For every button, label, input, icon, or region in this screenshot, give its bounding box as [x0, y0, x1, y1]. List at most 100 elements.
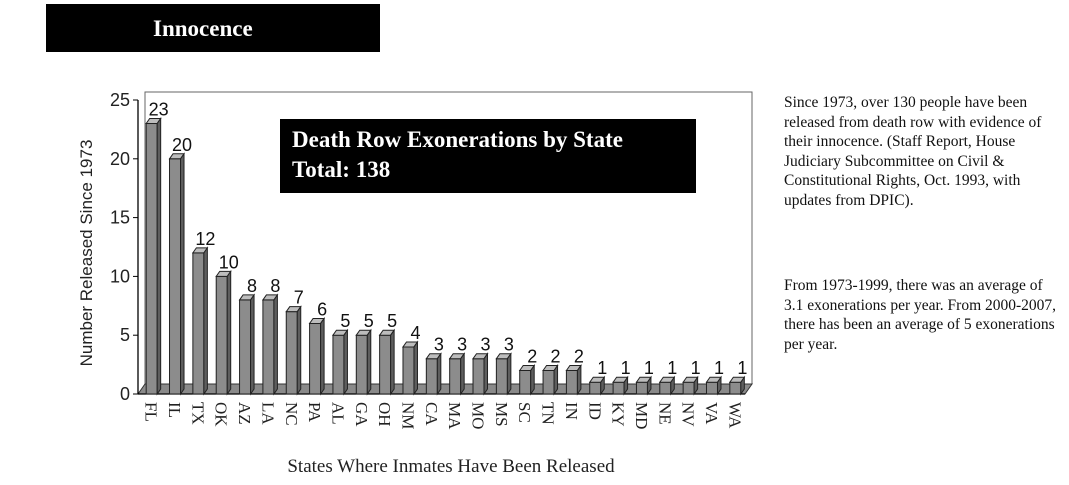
- bar: [612, 375, 629, 396]
- category-label: CA: [422, 402, 441, 426]
- bar-value-label: 5: [364, 311, 374, 331]
- bar-front: [472, 358, 485, 395]
- bar-front: [589, 381, 602, 395]
- bar-front: [262, 299, 275, 395]
- bar-front: [332, 334, 345, 395]
- bar: [168, 152, 185, 396]
- bar: [261, 293, 279, 396]
- bar-side: [623, 375, 629, 396]
- bar: [682, 375, 699, 396]
- bar-value-label: 1: [667, 358, 677, 378]
- category-label: NE: [655, 402, 674, 425]
- category-label: AL: [328, 402, 347, 425]
- y-axis-label: Number Released Since 1973: [77, 140, 96, 367]
- bar-front: [565, 369, 578, 395]
- bar-value-label: 6: [317, 299, 327, 319]
- category-label: LA: [258, 402, 277, 425]
- category-label: NC: [282, 402, 301, 426]
- bar: [238, 293, 256, 396]
- bar-side: [203, 246, 208, 396]
- bar-side: [483, 352, 489, 396]
- bar: [542, 363, 559, 396]
- bar: [191, 246, 209, 396]
- category-label: MA: [445, 402, 464, 430]
- bar: [355, 328, 372, 396]
- category-label: KY: [609, 402, 628, 427]
- category-label: MS: [492, 402, 511, 427]
- bar-front: [379, 334, 392, 395]
- category-label: GA: [352, 402, 371, 427]
- bar-front: [729, 381, 742, 395]
- bar-front: [635, 381, 648, 395]
- bar-front: [355, 334, 368, 395]
- bar: [331, 328, 349, 396]
- bar-side: [436, 352, 442, 396]
- bar-front: [145, 123, 158, 395]
- category-label: AZ: [235, 402, 254, 425]
- bar-front: [659, 381, 672, 395]
- category-label: PA: [305, 402, 324, 423]
- bar-value-label: 23: [149, 100, 169, 120]
- bar: [472, 352, 489, 396]
- bar-side: [530, 363, 535, 396]
- bar-front: [192, 252, 205, 395]
- bar-value-label: 1: [621, 358, 631, 378]
- y-tick-label: 5: [120, 325, 130, 345]
- bar-value-label: 3: [481, 335, 491, 355]
- bar-side: [553, 363, 559, 396]
- bar-value-label: 2: [574, 346, 584, 366]
- category-label: FL: [142, 402, 161, 422]
- category-label: NM: [398, 402, 417, 429]
- bar-value-label: 1: [597, 358, 607, 378]
- bar-value-label: 3: [434, 335, 444, 355]
- bar-side: [320, 316, 325, 396]
- bar-front: [495, 358, 508, 395]
- bar-side: [600, 375, 605, 396]
- bar-value-label: 5: [387, 311, 397, 331]
- bar-value-label: 1: [644, 358, 654, 378]
- bar-value-label: 1: [714, 358, 724, 378]
- category-label: IL: [165, 402, 184, 418]
- bar: [402, 340, 419, 396]
- bar-side: [460, 352, 465, 396]
- bar: [635, 375, 652, 396]
- bar-value-label: 12: [195, 229, 215, 249]
- y-tick-label: 25: [110, 90, 130, 110]
- category-label: TX: [188, 402, 207, 425]
- bar-front: [425, 358, 438, 395]
- bar: [588, 375, 606, 396]
- bar-front: [402, 346, 415, 395]
- bar-value-label: 7: [294, 288, 304, 308]
- bar-value-label: 5: [340, 311, 350, 331]
- bar-front: [285, 311, 298, 395]
- bar: [728, 375, 746, 396]
- bar-front: [705, 381, 718, 395]
- bar-value-label: 10: [219, 252, 239, 272]
- category-label: WA: [725, 402, 744, 429]
- bar: [705, 375, 722, 396]
- category-label: VA: [702, 402, 721, 425]
- y-tick-label: 0: [120, 384, 130, 404]
- bar-side: [413, 340, 418, 396]
- bar-value-label: 2: [527, 346, 537, 366]
- bar-side: [576, 363, 582, 396]
- bar-side: [273, 293, 278, 396]
- sidebar-paragraph-1: Since 1973, over 130 people have been re…: [784, 94, 1042, 209]
- bar: [565, 363, 582, 396]
- bar-side: [250, 293, 255, 396]
- bar: [658, 375, 676, 396]
- bar: [448, 352, 466, 396]
- y-tick-label: 20: [110, 149, 130, 169]
- bar-side: [390, 328, 395, 396]
- category-label: SC: [515, 402, 534, 423]
- bar-side: [226, 269, 232, 396]
- bar-side: [693, 375, 699, 396]
- bar: [308, 316, 326, 396]
- bar: [518, 363, 536, 396]
- bar-front: [682, 381, 695, 395]
- bar-side: [716, 375, 722, 396]
- category-label: MD: [632, 402, 651, 429]
- bar-side: [180, 152, 185, 396]
- bar-side: [296, 305, 302, 396]
